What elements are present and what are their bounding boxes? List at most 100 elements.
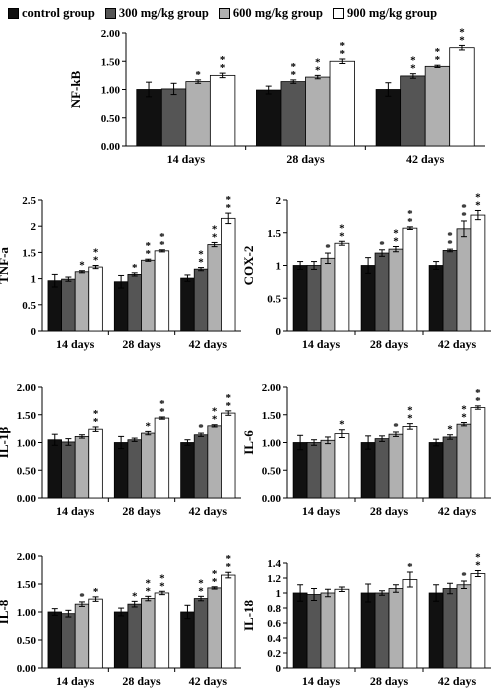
category-label: 28 days [370,504,409,518]
bar [74,603,90,669]
y-tick-label: 1.00 [17,438,37,450]
significance-mark: * [159,580,165,592]
significance-mark: * [146,420,152,432]
bar [207,425,222,499]
significance-mark: * [340,48,346,60]
significance-mark: * [475,560,481,572]
chart-panel: 0 0.2 0.4 0.6 0.8 1 1.2 1.4 IL-18 14 days * 28 days… [241,552,491,688]
significance-mark: * [198,422,204,434]
significance-mark: * [225,400,231,412]
legend-item: control group [8,6,95,21]
bar [113,611,129,669]
significance-mark: * [407,405,413,417]
bar [141,598,156,669]
bar [428,592,444,669]
bar [88,266,103,332]
significance-mark: * [212,576,218,588]
bar [88,428,103,499]
significance-mark: * [93,255,99,267]
bar [374,592,390,669]
category-label: 14 days [167,152,206,166]
bar [160,88,187,147]
bar [360,265,376,332]
category-label: 42 days [438,337,477,351]
y-tick-label: 0.2 [267,648,281,660]
category-label: 42 days [189,504,228,518]
legend-swatch [104,7,116,19]
significance-mark: * [393,236,399,248]
significance-mark: * [461,210,467,222]
significance-mark: * [475,552,481,564]
category-label: 42 days [189,674,228,688]
category-label: 14 days [302,504,341,518]
y-tick-label: 2.00 [262,382,282,394]
bar [360,592,376,669]
y-tick-label: 1.5 [22,247,36,259]
significance-mark: * [195,69,201,81]
y-tick-label: 1.5 [267,228,281,240]
significance-mark: * [225,561,231,573]
y-tick-label: 2.00 [101,28,121,40]
significance-mark: * [459,34,465,46]
bar [193,598,209,669]
category-label: 14 days [56,504,95,518]
bar [388,433,404,499]
bar [141,432,156,499]
bar [320,439,336,499]
bar [185,81,211,147]
bar [402,579,418,669]
legend-swatch [8,7,19,19]
significance-mark: * [212,414,218,426]
legend-item: 300 mg/kg group [104,6,209,21]
y-tick-label: 2 [31,221,37,233]
significance-mark: * [339,230,345,242]
category-label: 28 days [122,674,161,688]
significance-mark: * [447,230,453,242]
significance-mark: * [225,553,231,565]
bar [127,603,142,669]
bar [470,573,486,669]
y-tick-label: 2 [276,195,282,207]
y-tick-label: 0.00 [101,141,121,153]
bar [456,228,472,332]
category-label: 42 days [189,337,228,351]
significance-mark: * [93,416,99,428]
y-axis-label: IL-6 [241,430,256,455]
y-tick-label: 0 [276,326,282,338]
y-axis-label: IL-18 [241,599,256,631]
y-tick-label: 0 [31,326,37,338]
bar [127,274,142,332]
significance-mark: * [93,247,99,259]
significance-mark: * [220,62,226,74]
y-tick-label: 2.00 [17,382,37,394]
bar [400,75,426,147]
legend-item: 600 mg/kg group [218,5,323,21]
significance-mark: * [212,231,218,243]
significance-mark: * [212,568,218,580]
bar [424,65,451,147]
significance-mark: * [198,577,204,589]
category-label: 14 days [56,674,95,688]
bar [456,423,472,499]
significance-mark: * [212,223,218,235]
y-tick-label: 1 [276,588,282,600]
bar [154,250,170,332]
bar [320,592,336,669]
y-tick-label: 0.6 [267,618,281,630]
y-tick-label: 1.4 [267,558,281,570]
category-label: 14 days [302,337,341,351]
significance-mark: * [79,591,85,603]
bar [306,265,322,332]
significance-mark: * [339,419,345,431]
bar [47,439,62,499]
bar [449,47,475,147]
bar [470,214,486,332]
y-tick-label: 0.5 [267,293,281,305]
y-tick-label: 1.2 [267,573,281,585]
category-label: 14 days [302,674,341,688]
significance-mark: * [461,202,467,214]
legend-label: 600 mg/kg group [232,5,323,20]
bar [209,74,236,147]
bar [113,281,129,332]
